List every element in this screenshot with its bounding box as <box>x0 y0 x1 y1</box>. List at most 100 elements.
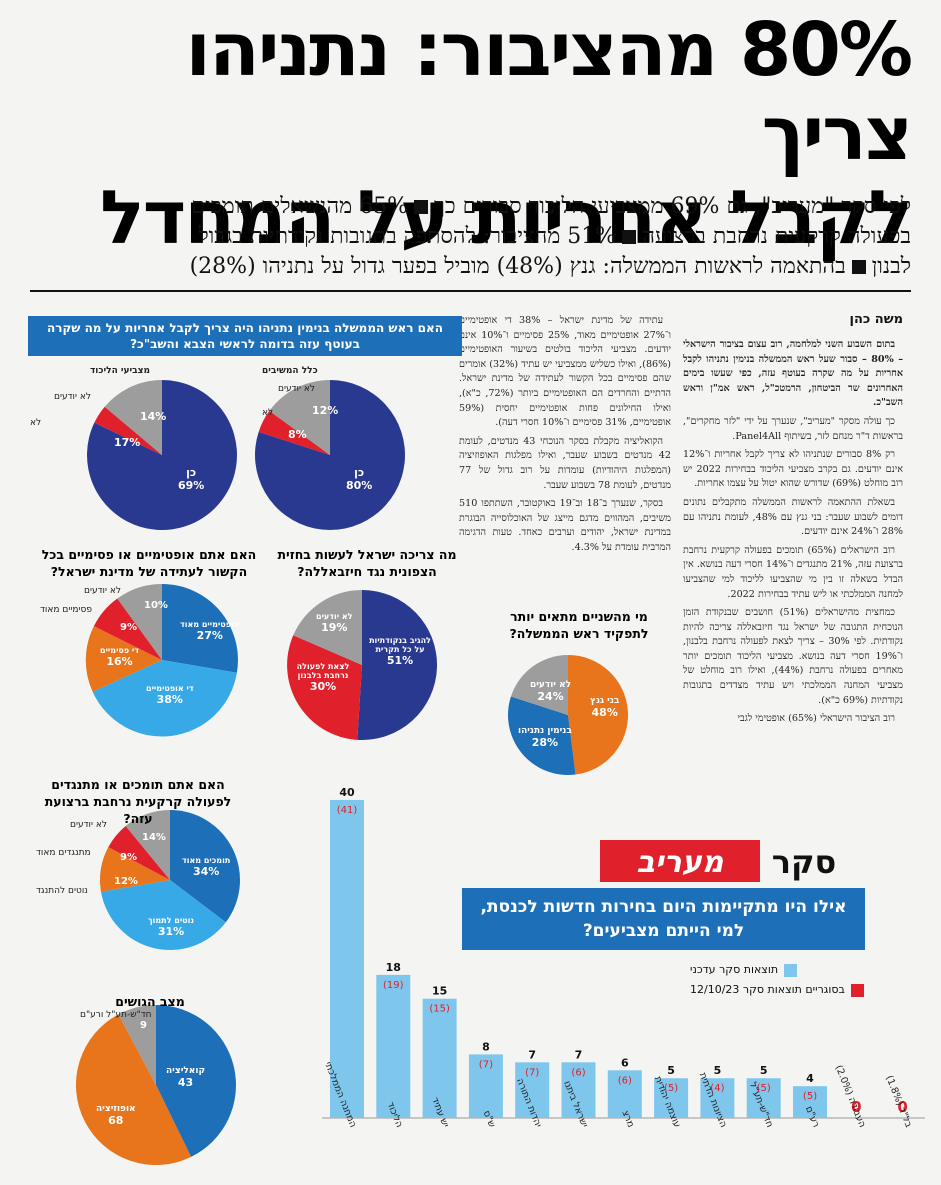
byline: משה כהן <box>849 312 903 327</box>
bar-1 <box>376 974 411 1118</box>
chart-legend: תוצאות סקר עדכני בסוגריים תוצאות סקר 12/… <box>690 960 930 1000</box>
article-paragraph: כמחצית מהישראלים (51%) חושבים שבנקודת הז… <box>683 607 903 706</box>
legend-swatch-previous <box>850 983 864 997</box>
pie-label-strongly-support: תומכים מאוד 34% <box>182 856 231 878</box>
question-optimism: האם אתם אופטימיים או פסימיים בכל הקשור ל… <box>41 547 257 579</box>
category-label: העבודה (2.0%) <box>833 1064 868 1130</box>
pie-label-dontknow: 10% <box>144 600 168 611</box>
bar-value-label: 5 <box>760 1064 768 1077</box>
article-paragraph: בשאלת ההתאמה לראשות הממשלה מתקבלים נתוני… <box>683 496 903 538</box>
article-paragraph: עתידה של מדינת ישראל – 38% די אופטימיים … <box>459 315 671 429</box>
article-paragraph: רוב הציבור הישראלי (65%) אופטימי לגבי <box>737 713 895 725</box>
question-responsibility: האם ראש הממשלה בנימין נתניהו היה צריך לק… <box>28 316 462 356</box>
legend-item-current: תוצאות סקר עדכני <box>690 960 930 980</box>
pie-callout-strongly-oppose: מתנגדים מאוד <box>36 848 91 858</box>
pie-label-broad: לצאת לפעולה נרחבת בלבנון 30% <box>296 662 350 693</box>
pie-all-caption: כלל המשיבים <box>262 366 318 376</box>
pie-label-no: 8% <box>288 428 307 441</box>
category-label: ישראל ביתנו <box>561 1079 590 1129</box>
bar-9 <box>746 1078 781 1118</box>
bar-previous-label: (19) <box>383 980 404 991</box>
category-label: ש"ס <box>481 1109 498 1129</box>
bar-3 <box>468 1054 503 1118</box>
pie-label-dontknow: לא יודעים 24% <box>530 680 572 703</box>
main-chart-question: אילו היו מתקיימות היום בחירות חדשות לכנס… <box>462 888 865 950</box>
bar-0 <box>330 799 364 1118</box>
pie-label-no: 17% <box>114 436 141 449</box>
bar-previous-label: (41) <box>337 805 358 816</box>
pie-callout-hadash-raam: חד"ש-תע"ל ורע"ם <box>80 1010 152 1020</box>
legend-label-previous: בסוגריים תוצאות סקר 12/10/23 <box>690 983 845 996</box>
bar-previous-label: (5) <box>803 1091 817 1102</box>
pie-label-somewhat-optimistic: די אופטימיים 38% <box>146 684 194 706</box>
pie-label-netanyahu: בנימין נתניהו 28% <box>518 726 572 749</box>
pie-label-pointed: להגיב בנקודתיות על כל תקרית 51% <box>369 636 431 667</box>
pie-callout-dontknow: לא יודעים <box>278 384 315 394</box>
pie-label-opposition: אופוזיציה 68 <box>96 1104 136 1127</box>
bullet-square-icon <box>414 200 429 214</box>
pie-callout-tend-oppose: נוטים להתנגד <box>36 886 88 896</box>
headline: 80% מהציבור: נתניהו צריך לקבל אחריות על … <box>21 8 913 260</box>
bar-value-label: 7 <box>528 1048 536 1061</box>
category-label: המחנה הממלכתי <box>322 1060 358 1129</box>
pie-label-dontknow: 14% <box>142 832 166 843</box>
category-label: חד"ש-תע"ל <box>747 1081 775 1130</box>
category-label: יש עתיד <box>429 1096 451 1129</box>
subheadline: לפי סקר "מעריב", גם 69% ממצביעי הליכוד ס… <box>21 192 911 282</box>
bar-2 <box>422 998 457 1118</box>
article-paragraph: הקואליציה מקבלת בסקר הנוכחי 43 מנדטים, ל… <box>459 435 671 491</box>
bar-value-label: 8 <box>482 1040 490 1053</box>
bar-value-label: 5 <box>714 1064 722 1077</box>
subhead-2b: 51% מהציבור: להסתפק בתגובות נקודתיות בגב… <box>198 224 617 249</box>
pie-callout-very-pessimistic: פסימיים מאוד <box>40 605 92 615</box>
pie-label-very-optimistic: אופטימיים מאוד 27% <box>180 620 240 642</box>
pie-blocs <box>75 1005 236 1165</box>
pie-label-dontknow: לא יודעים 19% <box>316 612 353 634</box>
pie-slice-yes <box>254 380 405 530</box>
pie-label-dontknow: 14% <box>140 410 167 423</box>
category-label: בל"ד (1.8%) <box>883 1074 914 1130</box>
bar-previous-label: (5) <box>664 1083 678 1094</box>
pie-label-tend-support: נוטים לתמוך 31% <box>148 916 194 938</box>
pie-label-coalition: קואליציה 43 <box>166 1066 206 1089</box>
bar-4 <box>515 1062 550 1118</box>
pie-all-respondents <box>254 380 405 530</box>
pie-label-very-pessimistic: 9% <box>120 622 137 633</box>
bar-value-label: 40 <box>339 786 355 799</box>
pie-likud-caption: מצביעי הליכוד <box>90 366 151 376</box>
bullet-square-icon <box>622 230 637 244</box>
pie-callout-dontknow: לא יודעים <box>54 392 91 402</box>
category-label: יהדות התורה <box>514 1077 544 1129</box>
category-label: רע"ם <box>803 1105 821 1130</box>
bar-previous-label: (7) <box>479 1059 493 1070</box>
pie-likud-voters <box>86 380 237 530</box>
bar-previous-label: (5) <box>757 1083 771 1094</box>
article-column-middle: עתידה של מדינת ישראל – 38% די אופטימיים … <box>459 314 671 600</box>
subhead-3a: לבנון <box>871 254 911 279</box>
pie-label-dontknow: 12% <box>312 404 339 417</box>
bar-value-label: 0 <box>897 1098 907 1116</box>
subhead-2a: בפעולה קרקעית נרחבת ברצועה <box>642 224 911 249</box>
pie-label-hadash-raam: 9 <box>140 1020 147 1031</box>
bar-value-label: 4 <box>806 1072 814 1085</box>
pie-callout-dontknow: לא יודעים <box>84 586 121 596</box>
legend-swatch-current <box>784 963 798 977</box>
bar-7 <box>654 1078 689 1118</box>
article-paragraph: כך עולה מסקר "מעריב", שנערך על ידי "לזר … <box>683 415 903 442</box>
bar-6 <box>607 1070 642 1118</box>
maariv-survey-logo: מעריב סקר <box>600 840 836 882</box>
bar-value-label: 6 <box>621 1056 629 1069</box>
pie-label-yes: כן 80% <box>346 466 373 492</box>
bar-10 <box>793 1086 827 1118</box>
subhead-3b: בהתאמה לראשות הממשלה: גנץ (48%) מוביל בפ… <box>189 254 846 279</box>
subhead-1b: 65% מהנשאלים תומכים <box>191 194 409 219</box>
legend-label-current: תוצאות סקר עדכני <box>690 963 779 976</box>
pie-label-tend-oppose: 12% <box>114 876 138 887</box>
category-label: מרצ <box>619 1109 636 1129</box>
bar-value-label: 7 <box>575 1048 583 1061</box>
bar-previous-label: (4) <box>710 1083 724 1094</box>
article-paragraph: בתום השבוע השני למלחמה, רוב עצום בציבור … <box>683 339 903 409</box>
subhead-1a: לפי סקר "מעריב", גם 69% ממצביעי הליכוד ס… <box>434 194 911 219</box>
pie-slice-tend-support <box>101 880 226 950</box>
